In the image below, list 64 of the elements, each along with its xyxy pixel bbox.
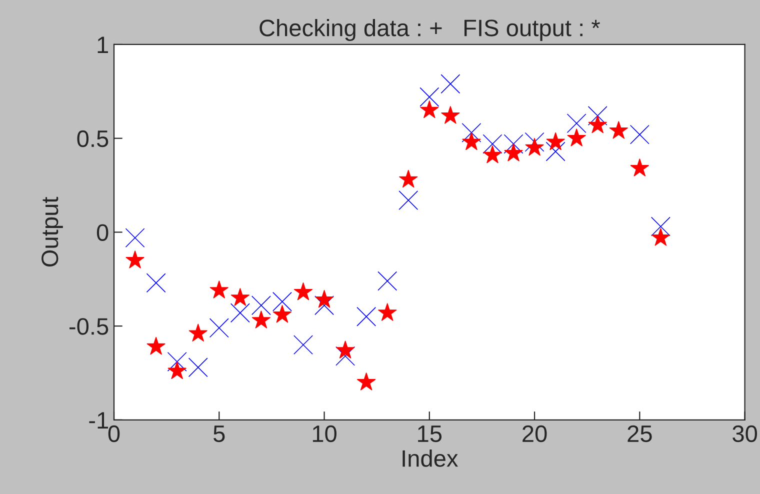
point [252,310,270,328]
x-tick-label: 25 [628,425,652,442]
point [567,128,586,146]
point [314,296,334,316]
point [525,138,544,156]
point [566,114,586,134]
point [209,318,229,338]
point [336,340,355,358]
point [336,346,356,366]
y-tick-label: -1 [89,412,108,428]
y-tick-label: 1 [98,36,108,54]
point [126,250,144,268]
point [378,271,398,291]
x-tick-label: 0 [108,425,120,442]
point [188,324,208,342]
point [356,306,376,326]
point [146,336,166,355]
point [420,100,439,118]
point [146,273,166,293]
point [524,132,544,152]
x-tick-label: 30 [732,425,758,442]
point [398,190,418,210]
point [651,228,670,246]
point [294,335,313,355]
point [272,292,292,312]
point [462,132,481,150]
point [588,106,608,126]
x-tick-label: 10 [312,425,336,442]
point [125,228,145,248]
point [546,132,565,150]
point [441,106,460,124]
point [483,145,502,164]
point [462,122,482,142]
point [251,296,271,316]
point [314,290,334,308]
point [630,124,650,144]
point [357,372,376,390]
point [440,74,460,94]
point [630,158,649,176]
point [294,282,313,300]
x-tick-label: 20 [522,425,547,442]
point [420,87,440,107]
x-tick-label: 5 [214,426,225,442]
point [546,142,566,162]
point [210,280,228,298]
point [188,358,208,378]
point [272,305,292,323]
point [650,216,670,236]
y-tick-label: 0 [96,224,108,241]
y-tick-label: -0.5 [70,318,108,335]
point [230,288,250,306]
chart-title: Checking data : + FIS output : * [260,19,600,42]
point [378,303,397,321]
y-axis-title: Output [42,196,63,266]
point [504,144,523,162]
point [230,303,250,323]
x-tick-label: 15 [418,426,442,442]
point [168,361,186,380]
y-tick-label: 0.5 [77,130,108,148]
point [609,121,628,139]
point [167,352,187,372]
point [588,115,607,134]
point [399,170,418,188]
x-axis-title: Index [402,450,458,467]
